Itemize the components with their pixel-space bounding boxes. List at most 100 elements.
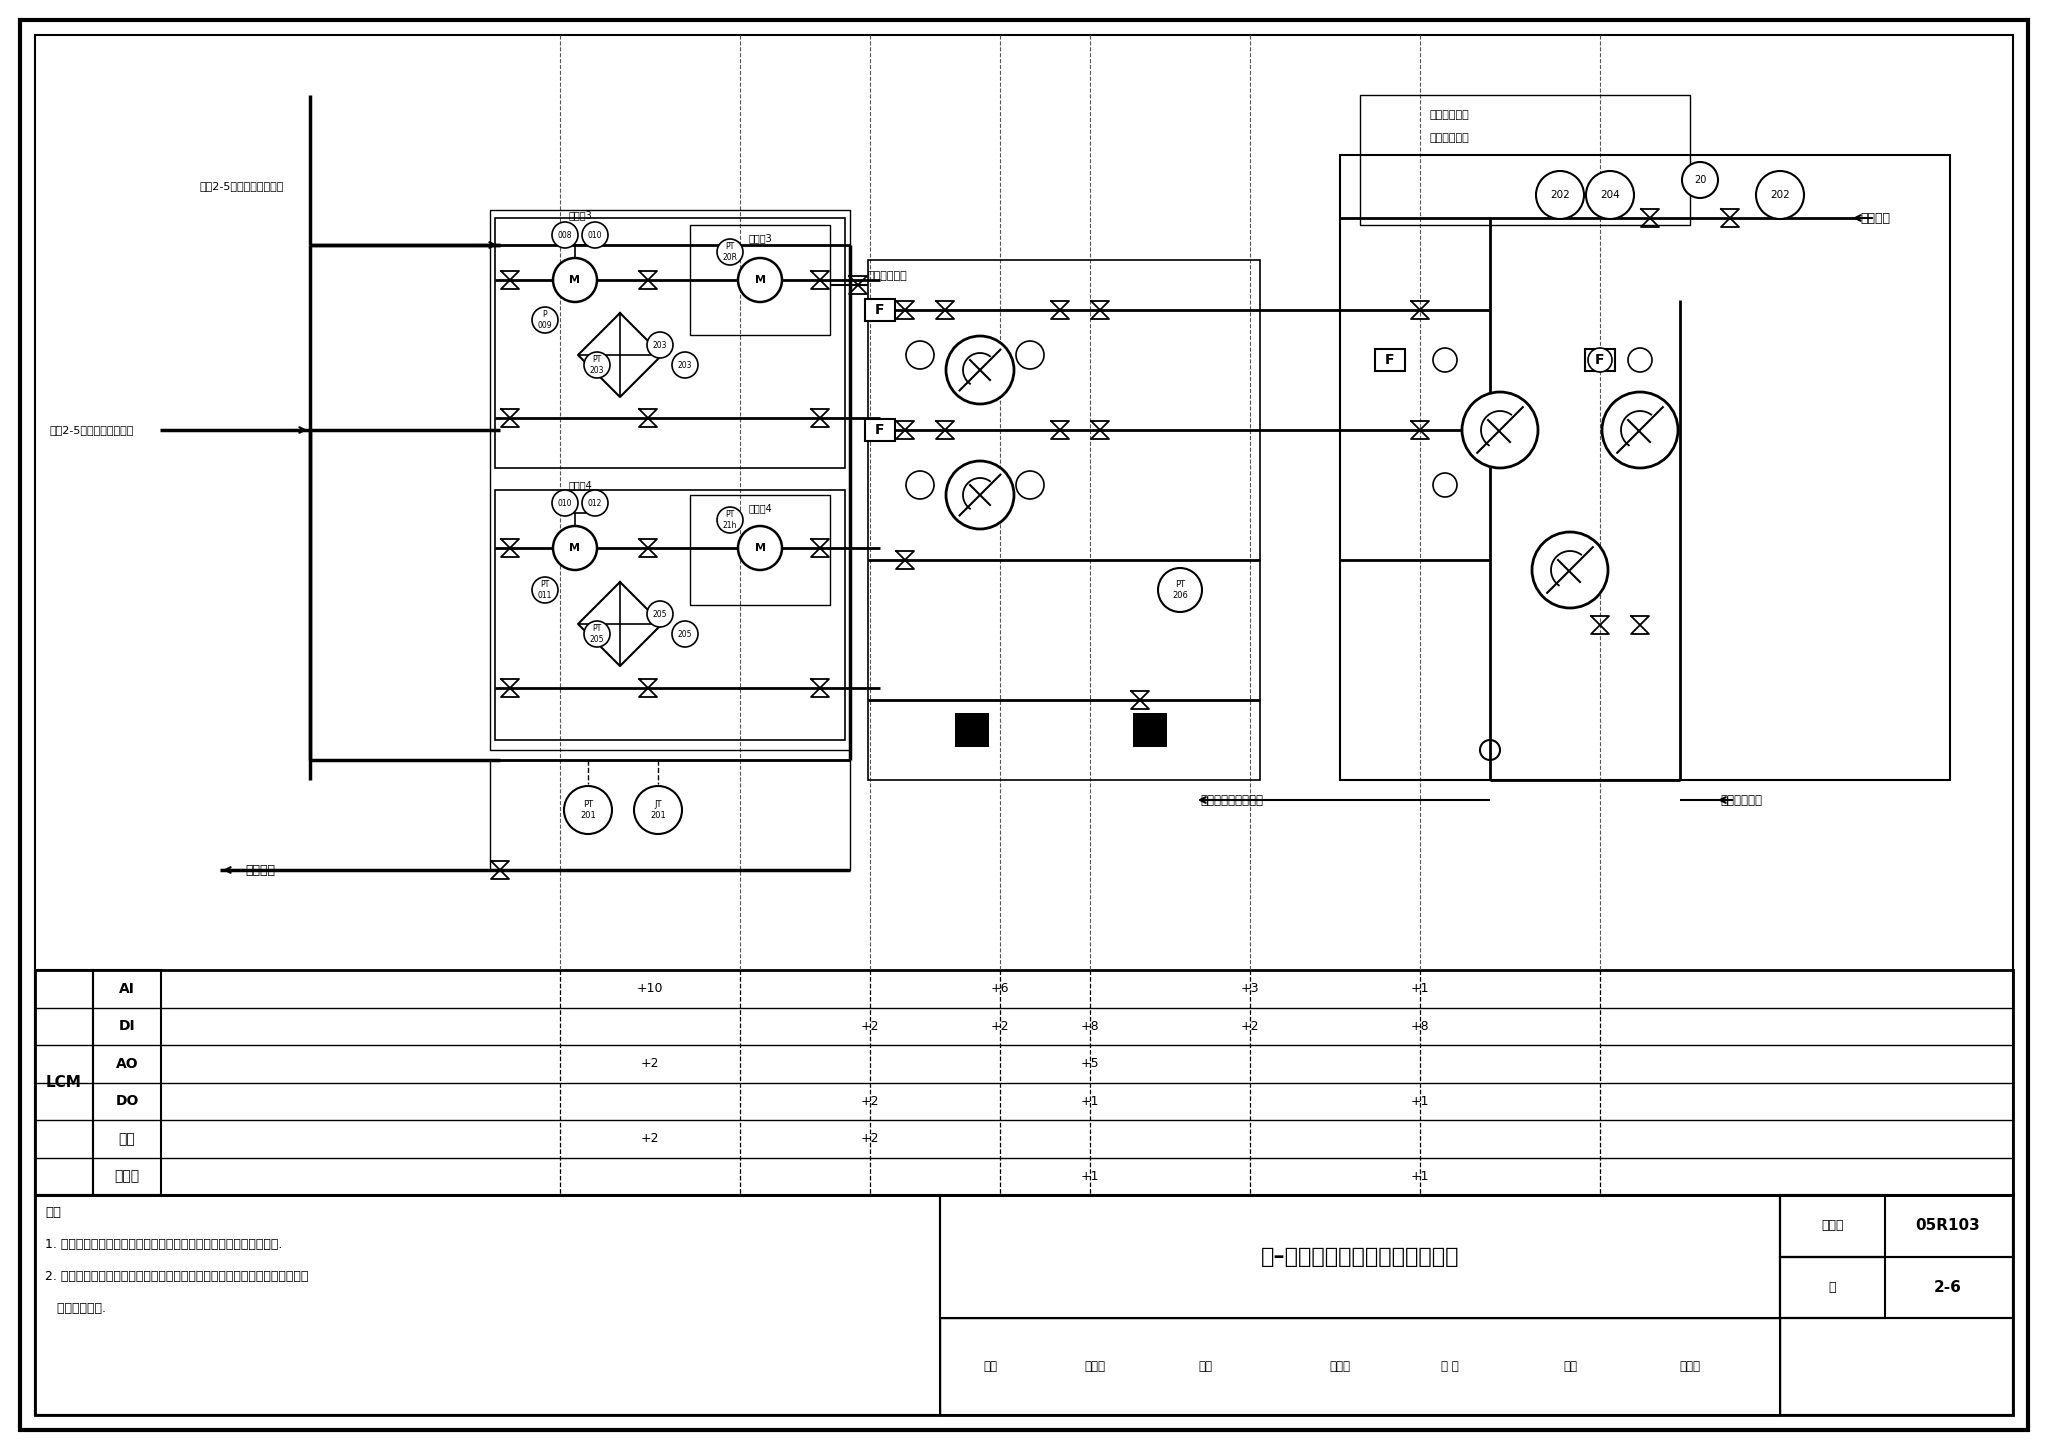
Text: 徐邦熙: 徐邦熙 xyxy=(1085,1360,1106,1373)
Circle shape xyxy=(1536,171,1583,219)
Text: 审核: 审核 xyxy=(983,1360,997,1373)
Bar xyxy=(35,1195,940,1415)
Text: +1: +1 xyxy=(1081,1095,1100,1108)
Text: 205: 205 xyxy=(653,609,668,619)
Text: 202: 202 xyxy=(1550,190,1571,200)
Bar xyxy=(1360,96,1690,225)
Circle shape xyxy=(553,222,578,248)
Circle shape xyxy=(582,222,608,248)
Text: PT
203: PT 203 xyxy=(590,355,604,374)
Text: AI: AI xyxy=(119,982,135,996)
Circle shape xyxy=(1628,348,1653,373)
Text: F: F xyxy=(1595,352,1606,367)
Text: 接主软化水罐: 接主软化水罐 xyxy=(868,271,907,281)
Circle shape xyxy=(672,352,698,378)
Text: LCM: LCM xyxy=(45,1074,82,1090)
Text: 2-6: 2-6 xyxy=(1933,1280,1962,1295)
Circle shape xyxy=(1016,471,1044,499)
Bar xyxy=(864,419,895,441)
Bar xyxy=(92,970,162,1195)
Text: 010: 010 xyxy=(588,231,602,239)
Text: 应增设监控点.: 应增设监控点. xyxy=(45,1302,106,1315)
Text: +2: +2 xyxy=(860,1095,879,1108)
Bar xyxy=(1133,713,1167,747)
Bar xyxy=(690,494,829,605)
Bar xyxy=(940,1318,1780,1415)
Text: 012: 012 xyxy=(588,499,602,507)
Text: 通讯口: 通讯口 xyxy=(115,1169,139,1183)
Text: 2. 本图以两台换热器为例进行的监控设计，供参考使用；若系统为多台换热器: 2. 本图以两台换热器为例进行的监控设计，供参考使用；若系统为多台换热器 xyxy=(45,1270,309,1283)
Text: 王一峰: 王一峰 xyxy=(1679,1360,1700,1373)
Text: PT
011: PT 011 xyxy=(539,580,553,600)
Circle shape xyxy=(905,341,934,368)
Text: M: M xyxy=(569,542,580,552)
Text: 电源: 电源 xyxy=(119,1132,135,1146)
Circle shape xyxy=(1755,171,1804,219)
Bar xyxy=(1780,1257,2013,1318)
Circle shape xyxy=(1587,348,1612,373)
Text: 20: 20 xyxy=(1694,175,1706,186)
Circle shape xyxy=(946,461,1014,529)
Circle shape xyxy=(553,526,598,570)
Bar xyxy=(864,299,895,322)
Circle shape xyxy=(946,336,1014,405)
Circle shape xyxy=(672,621,698,647)
Text: +1: +1 xyxy=(1081,1170,1100,1183)
Text: 空调供水: 空调供水 xyxy=(246,864,274,876)
Text: PT
20R: PT 20R xyxy=(723,242,737,261)
Bar xyxy=(1780,1195,1884,1257)
Text: 校对: 校对 xyxy=(1198,1360,1212,1373)
Text: PT
21h: PT 21h xyxy=(723,510,737,529)
Bar xyxy=(1339,155,1950,780)
Circle shape xyxy=(1434,473,1456,497)
Text: 接自2-5页外网供水分水罐: 接自2-5页外网供水分水罐 xyxy=(49,425,135,435)
Bar xyxy=(496,490,846,740)
Circle shape xyxy=(905,471,934,499)
Text: 设计: 设计 xyxy=(1563,1360,1577,1373)
Bar xyxy=(940,1195,1780,1318)
Circle shape xyxy=(1585,171,1634,219)
Text: PT
205: PT 205 xyxy=(590,625,604,644)
Circle shape xyxy=(717,507,743,534)
Text: 接往2-5页外网回水集水罐: 接往2-5页外网回水集水罐 xyxy=(201,181,285,191)
Circle shape xyxy=(532,577,557,603)
Circle shape xyxy=(1532,532,1608,608)
Bar xyxy=(496,218,846,468)
Text: 008: 008 xyxy=(557,231,571,239)
Text: +3: +3 xyxy=(1241,982,1260,995)
Circle shape xyxy=(647,332,674,358)
Text: +2: +2 xyxy=(991,1019,1010,1032)
Circle shape xyxy=(635,786,682,834)
Circle shape xyxy=(1602,392,1677,468)
Text: F: F xyxy=(874,423,885,436)
Text: 205: 205 xyxy=(678,629,692,638)
Bar xyxy=(489,210,850,750)
Text: +5: +5 xyxy=(1081,1057,1100,1070)
Text: M: M xyxy=(754,542,766,552)
Circle shape xyxy=(553,258,598,302)
Text: 接主软化水罐: 接主软化水罐 xyxy=(1430,133,1470,144)
Text: DI: DI xyxy=(119,1019,135,1034)
Circle shape xyxy=(1157,568,1202,612)
Bar xyxy=(1780,1195,2013,1257)
Bar xyxy=(954,713,989,747)
Circle shape xyxy=(1016,341,1044,368)
Bar xyxy=(690,225,829,335)
Text: 图集号: 图集号 xyxy=(1821,1219,1843,1232)
Circle shape xyxy=(584,352,610,378)
Circle shape xyxy=(717,239,743,265)
Circle shape xyxy=(532,307,557,334)
Text: +2: +2 xyxy=(641,1132,659,1146)
Text: +10: +10 xyxy=(637,982,664,995)
Text: 徐邦熙: 徐邦熙 xyxy=(1329,1360,1350,1373)
Text: +2: +2 xyxy=(641,1057,659,1070)
Text: 接往采暖系统补水罐: 接往采暖系统补水罐 xyxy=(1200,793,1264,806)
Text: P
009: P 009 xyxy=(539,310,553,329)
Text: 202: 202 xyxy=(1769,190,1790,200)
Text: +6: +6 xyxy=(991,982,1010,995)
Text: +1: +1 xyxy=(1411,982,1430,995)
Bar xyxy=(868,260,1260,780)
Text: DO: DO xyxy=(115,1095,139,1108)
Text: 接自软化水罐: 接自软化水罐 xyxy=(1720,793,1761,806)
Text: 页: 页 xyxy=(1829,1280,1837,1293)
